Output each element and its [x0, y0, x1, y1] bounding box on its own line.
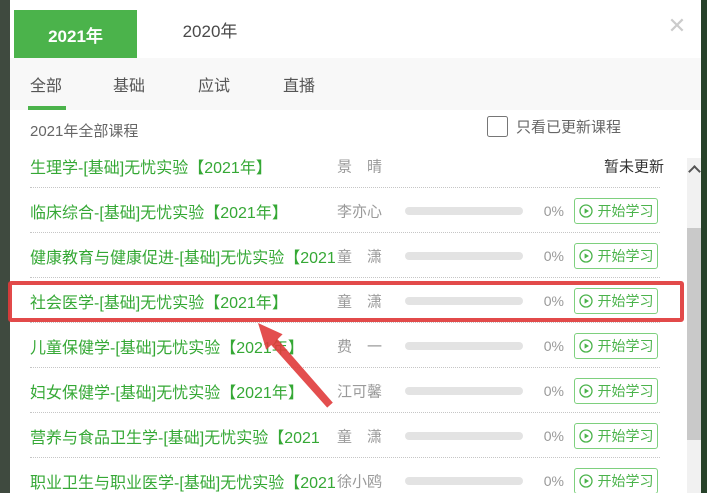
start-learning-button[interactable]: 开始学习 [574, 287, 658, 314]
progress-bar [405, 431, 523, 440]
course-title-link[interactable]: 生理学-[基础]无忧实验【2021年】 [30, 159, 272, 177]
teacher-name: 童 潇 [337, 293, 383, 310]
category-tab-bar: 全部 基础 应试 直播 [10, 58, 701, 110]
page-backdrop-right [701, 0, 707, 493]
year-tab-bar: 2021年 2020年 ✕ [10, 0, 701, 58]
play-circle-icon [578, 293, 593, 308]
start-learning-button[interactable]: 开始学习 [574, 467, 658, 493]
play-circle-icon [578, 338, 593, 353]
teacher-name: 徐小鸥 [337, 473, 383, 490]
course-row: 职业卫生与职业医学-[基础]无忧实验【2021 徐小鸥 0% 开始学习 [10, 458, 701, 493]
course-row: 儿童保健学-[基础]无忧实验【2021年】 费 一 0% 开始学习 [10, 323, 701, 368]
play-circle-icon [578, 428, 593, 443]
progress-percent: 0% [543, 292, 564, 309]
progress-percent: 0% [543, 337, 564, 354]
course-row: 临床综合-[基础]无忧实验【2021年】 李亦心 0% 开始学习 [10, 188, 701, 233]
course-row: 营养与食品卫生学-[基础]无忧实验【2021 童 潇 0% 开始学习 [10, 413, 701, 458]
start-learning-button[interactable]: 开始学习 [574, 422, 658, 449]
update-status-label: 暂未更新 [603, 158, 664, 175]
start-learning-button[interactable]: 开始学习 [574, 332, 658, 359]
course-title-link[interactable]: 社会医学-[基础]无忧实验【2021年】 [30, 294, 288, 312]
filter-updated-checkbox[interactable] [487, 116, 508, 137]
course-title-link[interactable]: 职业卫生与职业医学-[基础]无忧实验【2021 [30, 474, 336, 492]
course-row: 健康教育与健康促进-[基础]无忧实验【2021 童 潇 0% 开始学习 [10, 233, 701, 278]
start-learning-button[interactable]: 开始学习 [574, 242, 658, 269]
teacher-name: 童 潇 [337, 428, 383, 445]
progress-bar [405, 476, 523, 485]
course-selection-modal: 2021年 2020年 ✕ 全部 基础 应试 直播 2021年全部课程 只看已更… [10, 0, 701, 493]
course-title-link[interactable]: 营养与食品卫生学-[基础]无忧实验【2021 [30, 429, 320, 447]
progress-percent: 0% [543, 427, 564, 444]
tab-all[interactable]: 全部 [30, 78, 63, 95]
teacher-name: 江可馨 [337, 383, 383, 400]
teacher-name: 费 一 [337, 338, 383, 355]
teacher-name: 李亦心 [337, 203, 383, 220]
tab-year-2021[interactable]: 2021年 [14, 10, 137, 58]
list-header: 2021年全部课程 只看已更新课程 [10, 110, 701, 143]
scroll-up-button[interactable] [689, 164, 699, 176]
progress-bar [405, 206, 523, 215]
list-title: 2021年全部课程 [30, 123, 139, 140]
tab-exam[interactable]: 应试 [198, 78, 231, 95]
active-tab-underline [28, 106, 66, 110]
teacher-name: 童 潇 [337, 248, 383, 265]
course-title-link[interactable]: 临床综合-[基础]无忧实验【2021年】 [30, 204, 288, 222]
tab-basic[interactable]: 基础 [113, 78, 146, 95]
play-circle-icon [578, 248, 593, 263]
filter-updated-label: 只看已更新课程 [516, 119, 622, 136]
page-backdrop-left [0, 0, 10, 493]
progress-bar [405, 296, 523, 305]
progress-bar [405, 341, 523, 350]
play-circle-icon [578, 473, 593, 488]
scrollbar [687, 158, 701, 493]
close-icon[interactable]: ✕ [667, 13, 687, 38]
teacher-name: 景 晴 [337, 158, 383, 175]
progress-bar [405, 251, 523, 260]
course-row-highlighted: 社会医学-[基础]无忧实验【2021年】 童 潇 0% 开始学习 [10, 278, 701, 323]
tab-live[interactable]: 直播 [283, 78, 316, 95]
course-title-link[interactable]: 健康教育与健康促进-[基础]无忧实验【2021 [30, 249, 336, 267]
course-list: 生理学-[基础]无忧实验【2021年】 景 晴 暂未更新 临床综合-[基础]无忧… [10, 143, 701, 493]
tab-year-2020[interactable]: 2020年 [182, 21, 238, 41]
progress-percent: 0% [543, 382, 564, 399]
start-learning-button[interactable]: 开始学习 [574, 197, 658, 224]
play-circle-icon [578, 383, 593, 398]
progress-percent: 0% [543, 247, 564, 264]
course-title-link[interactable]: 儿童保健学-[基础]无忧实验【2021年】 [30, 339, 304, 357]
play-circle-icon [578, 203, 593, 218]
progress-percent: 0% [543, 472, 564, 489]
course-row: 妇女保健学-[基础]无忧实验【2021年】 江可馨 0% 开始学习 [10, 368, 701, 413]
course-title-link[interactable]: 妇女保健学-[基础]无忧实验【2021年】 [30, 384, 304, 402]
scrollbar-thumb[interactable] [687, 228, 701, 440]
progress-percent: 0% [543, 202, 564, 219]
start-learning-button[interactable]: 开始学习 [574, 377, 658, 404]
course-row: 生理学-[基础]无忧实验【2021年】 景 晴 暂未更新 [10, 143, 701, 188]
progress-bar [405, 386, 523, 395]
